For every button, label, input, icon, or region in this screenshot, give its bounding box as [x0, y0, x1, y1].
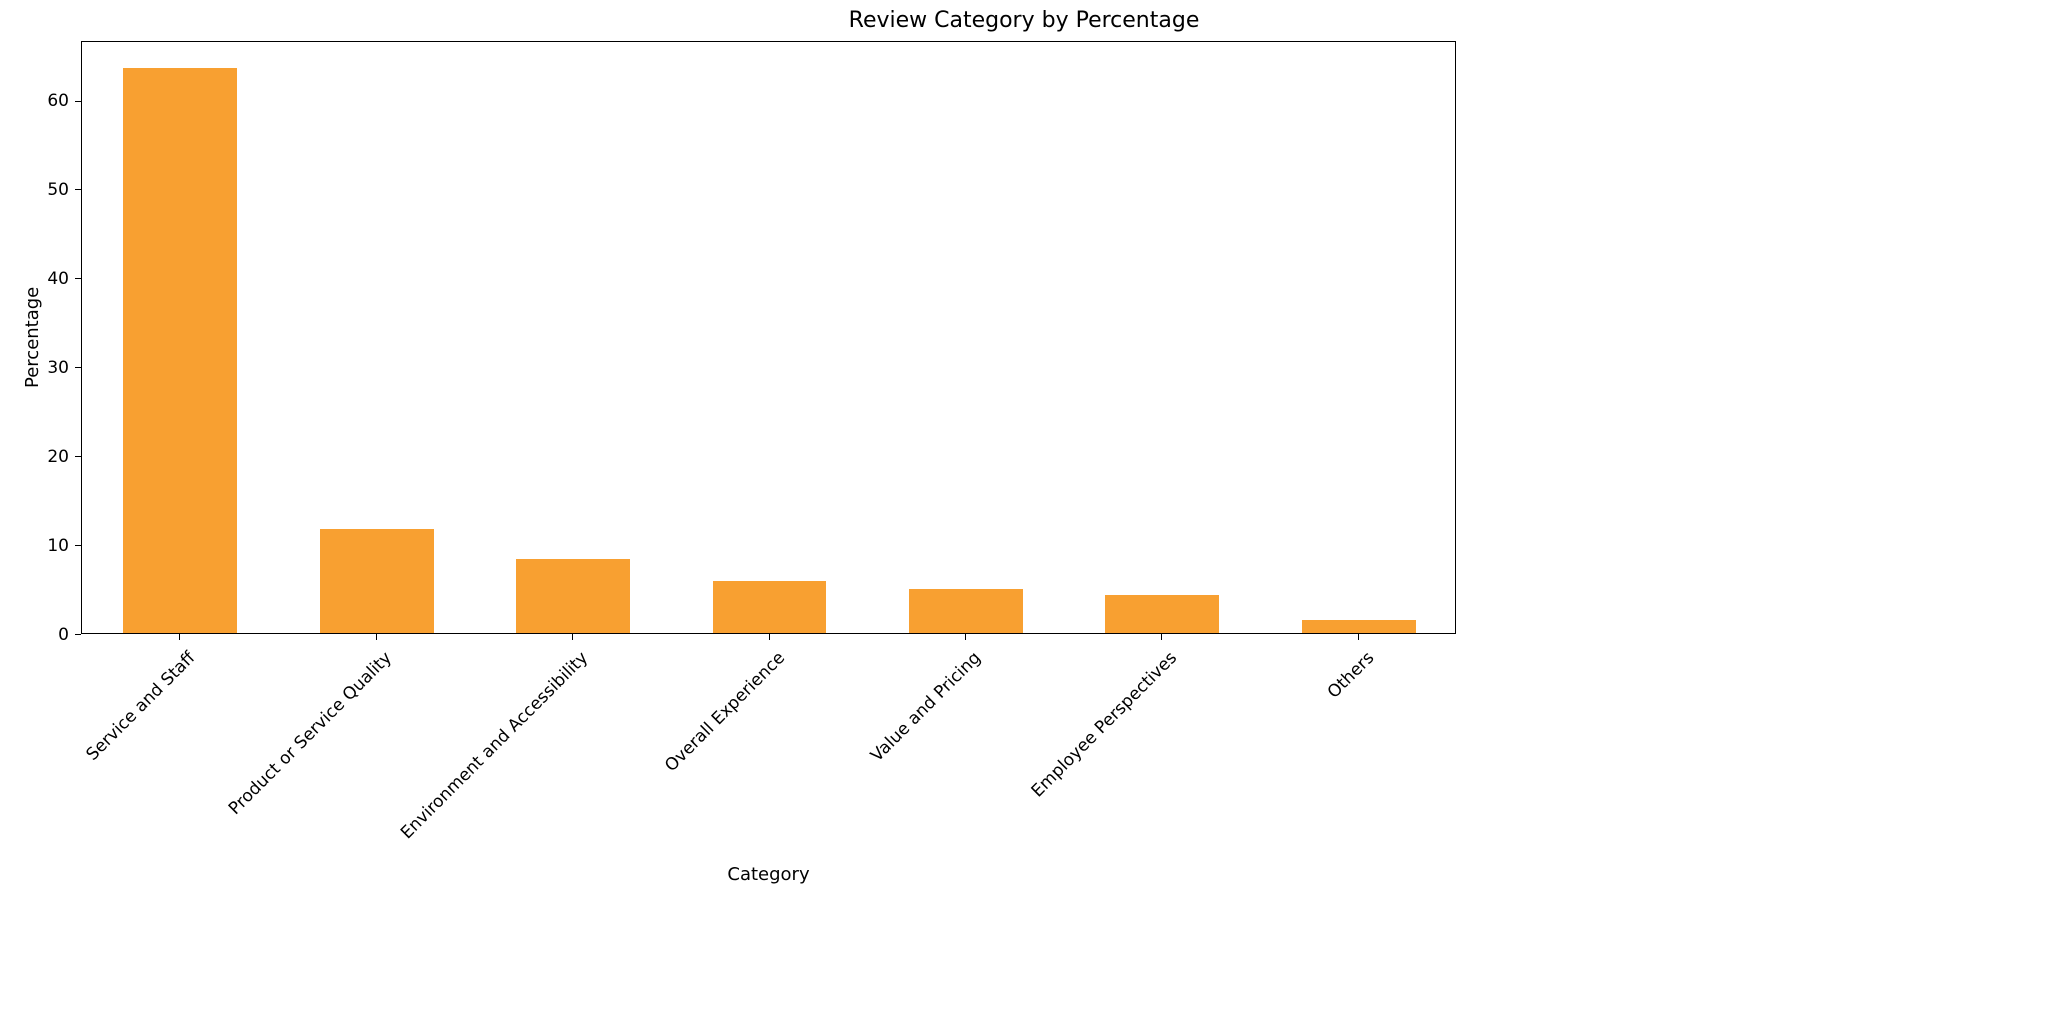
- y-tick-mark: [75, 545, 81, 546]
- y-tick-mark: [75, 101, 81, 102]
- y-tick-mark: [75, 278, 81, 279]
- y-tick-label: 30: [0, 358, 69, 378]
- y-tick-mark: [75, 456, 81, 457]
- y-tick-label: 0: [0, 625, 69, 645]
- x-tick-mark: [376, 634, 377, 640]
- bar: [1302, 620, 1416, 633]
- y-tick-label: 20: [0, 447, 69, 467]
- y-tick-mark: [75, 634, 81, 635]
- x-tick-mark: [965, 634, 966, 640]
- plot-area: [81, 41, 1456, 634]
- x-tick-mark: [1358, 634, 1359, 640]
- y-tick-label: 40: [0, 269, 69, 289]
- bar: [516, 559, 630, 633]
- x-axis-label: Category: [81, 864, 1456, 885]
- bar: [1105, 595, 1219, 633]
- y-tick-label: 60: [0, 91, 69, 111]
- x-tick-mark: [769, 634, 770, 640]
- y-tick-label: 10: [0, 536, 69, 556]
- chart-title: Review Category by Percentage: [0, 8, 2048, 33]
- bar: [909, 589, 1023, 633]
- bar: [123, 68, 237, 633]
- x-tick-mark: [572, 634, 573, 640]
- y-tick-label: 50: [0, 180, 69, 200]
- x-tick-mark: [179, 634, 180, 640]
- bar: [713, 581, 827, 633]
- chart-container: Review Category by Percentage Percentage…: [0, 0, 2048, 1015]
- y-tick-mark: [75, 189, 81, 190]
- y-tick-mark: [75, 367, 81, 368]
- x-tick-mark: [1161, 634, 1162, 640]
- bar: [320, 529, 434, 633]
